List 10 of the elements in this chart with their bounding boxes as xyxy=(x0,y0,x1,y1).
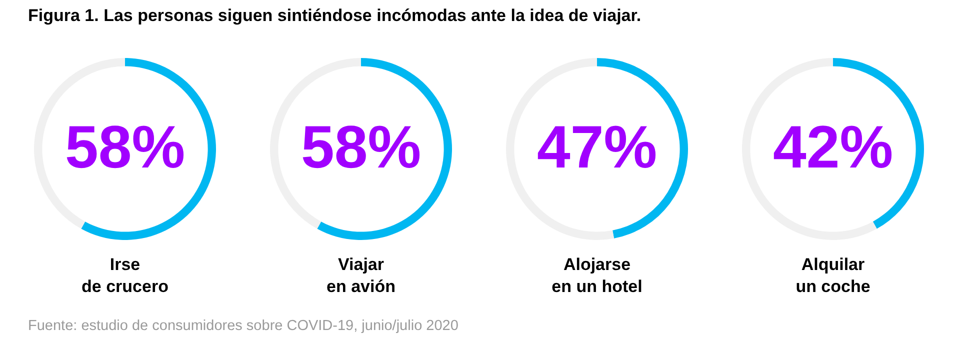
text: Alquilar un coche xyxy=(794,254,872,298)
data-label: 58% xyxy=(64,114,186,181)
data-label: 47% xyxy=(536,114,658,181)
data-label: 58% xyxy=(300,114,422,181)
data-label: 42% xyxy=(772,114,894,181)
text: Irse de crucero xyxy=(80,254,170,298)
text: Figura 1. Las personas siguen sintiéndose incómodas ante la idea de viajar. xyxy=(28,6,642,26)
source-note: Fuente: estudio de consumidores sobre COVID-19, junio/julio 2020 xyxy=(28,318,458,334)
text: Viajar en avión xyxy=(326,254,396,298)
text: Alojarse en un hotel xyxy=(550,254,644,298)
